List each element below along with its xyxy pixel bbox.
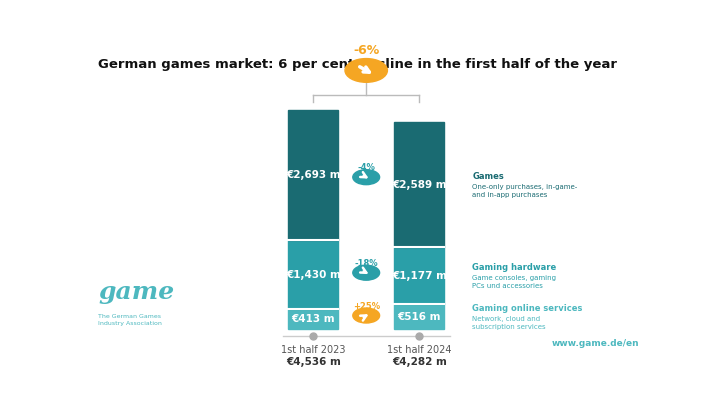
Bar — [394, 247, 444, 304]
Text: Network, cloud and
subscription services: Network, cloud and subscription services — [472, 316, 546, 330]
Text: 1st half 2023: 1st half 2023 — [281, 345, 346, 355]
Text: €2,589 m: €2,589 m — [392, 179, 446, 190]
Bar — [394, 122, 444, 247]
Text: German games market: 6 per cent decline in the first half of the year: German games market: 6 per cent decline … — [99, 58, 617, 71]
Text: The German Games
Industry Association: The German Games Industry Association — [99, 314, 162, 326]
Text: -18%: -18% — [354, 259, 378, 268]
Bar — [288, 240, 338, 309]
Text: Gaming hardware: Gaming hardware — [472, 264, 557, 273]
Text: €516 m: €516 m — [397, 312, 441, 322]
Text: €4,536 m: €4,536 m — [286, 357, 341, 367]
Text: €4,282 m: €4,282 m — [392, 357, 446, 367]
Text: €413 m: €413 m — [292, 314, 335, 324]
Text: €1,430 m: €1,430 m — [286, 270, 341, 279]
Text: game: game — [99, 280, 174, 304]
Text: -6%: -6% — [353, 44, 379, 57]
Text: €2,693 m: €2,693 m — [286, 170, 341, 180]
Text: Gaming online services: Gaming online services — [472, 305, 582, 313]
Text: €1,177 m: €1,177 m — [392, 271, 446, 281]
Text: Games: Games — [472, 172, 504, 181]
Text: +25%: +25% — [353, 302, 379, 311]
Text: Game consoles, gaming
PCs und accessories: Game consoles, gaming PCs und accessorie… — [472, 275, 557, 289]
Text: www.game.de/en: www.game.de/en — [552, 339, 639, 348]
Bar — [394, 304, 444, 329]
Bar — [288, 309, 338, 329]
Text: One-only purchases, in-game-
and in-app purchases: One-only purchases, in-game- and in-app … — [472, 184, 577, 198]
Circle shape — [353, 265, 379, 280]
Circle shape — [353, 308, 379, 323]
Bar — [288, 110, 338, 240]
Text: -4%: -4% — [357, 163, 375, 172]
Circle shape — [353, 170, 379, 185]
Text: 1st half 2024: 1st half 2024 — [387, 345, 451, 355]
Circle shape — [345, 59, 387, 82]
